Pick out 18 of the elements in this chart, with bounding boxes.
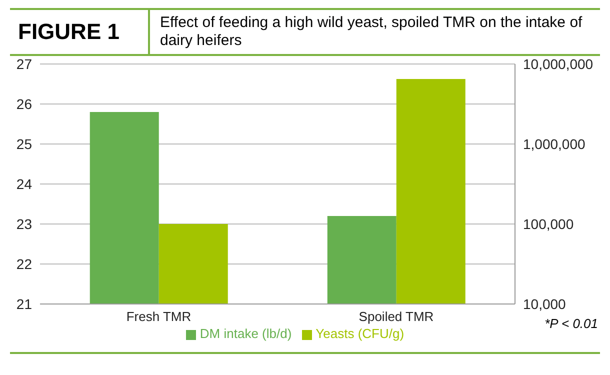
x-tick-label: Fresh TMR <box>126 309 192 324</box>
legend-label: Yeasts (CFU/g) <box>316 326 404 341</box>
y2-tick-label: 10,000,000 <box>523 56 594 72</box>
y-tick-label: 21 <box>16 296 32 312</box>
x-tick-label: Spoiled TMR <box>358 309 434 324</box>
y-tick-label: 24 <box>16 176 32 192</box>
y-tick-label: 26 <box>16 96 32 112</box>
chart-subtitle: Effect of feeding a high wild yeast, spoiled TMR on the intake of dairy heifers <box>159 13 584 51</box>
y2-tick-label: 1,000,000 <box>523 136 586 152</box>
legend-label: DM intake (lb/d) <box>200 326 292 341</box>
chart-title: FIGURE 1 <box>10 10 150 54</box>
y-tick-label: 27 <box>16 56 32 72</box>
y-tick-label: 22 <box>16 256 32 272</box>
y-tick-label: 25 <box>16 136 32 152</box>
y-tick-label: 23 <box>16 216 32 232</box>
y2-tick-label: 100,000 <box>523 216 574 232</box>
text: *P < 0.01 <box>544 316 598 331</box>
y2-tick-label: 10,000 <box>523 296 566 312</box>
